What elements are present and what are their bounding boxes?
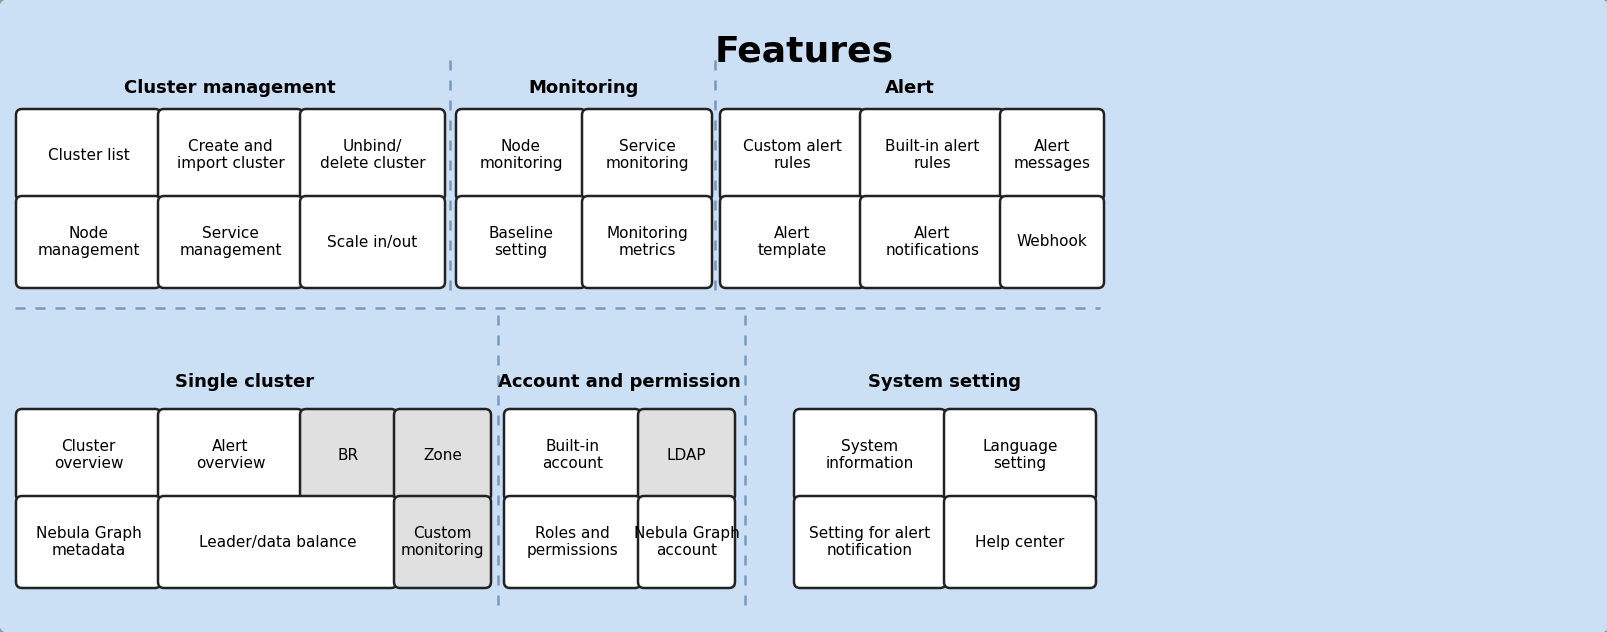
FancyBboxPatch shape [860, 196, 1004, 288]
Text: Alert: Alert [884, 79, 934, 97]
Text: Scale in/out: Scale in/out [328, 234, 418, 250]
Text: Custom alert
rules: Custom alert rules [742, 139, 842, 171]
FancyBboxPatch shape [794, 496, 945, 588]
Text: Built-in
account: Built-in account [542, 439, 603, 471]
Text: Leader/data balance: Leader/data balance [199, 535, 357, 549]
Text: System setting: System setting [868, 373, 1020, 391]
Text: Setting for alert
notification: Setting for alert notification [808, 526, 930, 558]
Text: Alert
template: Alert template [757, 226, 826, 258]
Text: Webhook: Webhook [1016, 234, 1086, 250]
Text: Language
setting: Language setting [982, 439, 1057, 471]
FancyBboxPatch shape [503, 409, 641, 501]
Text: Help center: Help center [975, 535, 1064, 549]
Text: Service
management: Service management [178, 226, 281, 258]
Text: Unbind/
delete cluster: Unbind/ delete cluster [320, 139, 424, 171]
Text: Custom
monitoring: Custom monitoring [400, 526, 484, 558]
Text: Account and permission: Account and permission [497, 373, 739, 391]
FancyBboxPatch shape [157, 196, 302, 288]
FancyBboxPatch shape [301, 409, 397, 501]
Text: Baseline
setting: Baseline setting [489, 226, 553, 258]
Text: Monitoring
metrics: Monitoring metrics [606, 226, 688, 258]
Text: Cluster management: Cluster management [124, 79, 336, 97]
Text: Zone: Zone [423, 447, 461, 463]
Text: LDAP: LDAP [667, 447, 705, 463]
Text: Cluster
overview: Cluster overview [53, 439, 124, 471]
FancyBboxPatch shape [394, 409, 490, 501]
FancyBboxPatch shape [582, 109, 712, 201]
Text: Features: Features [714, 35, 893, 69]
FancyBboxPatch shape [16, 109, 161, 201]
FancyBboxPatch shape [503, 496, 641, 588]
FancyBboxPatch shape [582, 196, 712, 288]
FancyBboxPatch shape [301, 109, 445, 201]
Text: Node
management: Node management [37, 226, 140, 258]
FancyBboxPatch shape [157, 409, 302, 501]
Text: Monitoring: Monitoring [529, 79, 640, 97]
FancyBboxPatch shape [794, 409, 945, 501]
FancyBboxPatch shape [638, 496, 734, 588]
FancyBboxPatch shape [456, 109, 585, 201]
Text: Roles and
permissions: Roles and permissions [527, 526, 619, 558]
Text: System
information: System information [826, 439, 913, 471]
Text: Nebula Graph
account: Nebula Graph account [633, 526, 739, 558]
FancyBboxPatch shape [16, 409, 161, 501]
FancyBboxPatch shape [720, 109, 865, 201]
Text: BR: BR [337, 447, 358, 463]
Text: Single cluster: Single cluster [175, 373, 315, 391]
FancyBboxPatch shape [720, 196, 865, 288]
FancyBboxPatch shape [860, 109, 1004, 201]
FancyBboxPatch shape [16, 496, 161, 588]
FancyBboxPatch shape [638, 409, 734, 501]
FancyBboxPatch shape [1000, 196, 1104, 288]
Text: Cluster list: Cluster list [48, 147, 129, 162]
Text: Alert
overview: Alert overview [196, 439, 265, 471]
FancyBboxPatch shape [1000, 109, 1104, 201]
Text: Alert
notifications: Alert notifications [885, 226, 979, 258]
Text: Create and
import cluster: Create and import cluster [177, 139, 284, 171]
FancyBboxPatch shape [301, 196, 445, 288]
FancyBboxPatch shape [394, 496, 490, 588]
Text: Node
monitoring: Node monitoring [479, 139, 562, 171]
FancyBboxPatch shape [943, 496, 1096, 588]
Text: Service
monitoring: Service monitoring [604, 139, 688, 171]
FancyBboxPatch shape [16, 196, 161, 288]
Text: Nebula Graph
metadata: Nebula Graph metadata [35, 526, 141, 558]
FancyBboxPatch shape [456, 196, 585, 288]
Text: Built-in alert
rules: Built-in alert rules [885, 139, 979, 171]
FancyBboxPatch shape [943, 409, 1096, 501]
FancyBboxPatch shape [157, 109, 302, 201]
FancyBboxPatch shape [157, 496, 397, 588]
Text: Alert
messages: Alert messages [1012, 139, 1090, 171]
